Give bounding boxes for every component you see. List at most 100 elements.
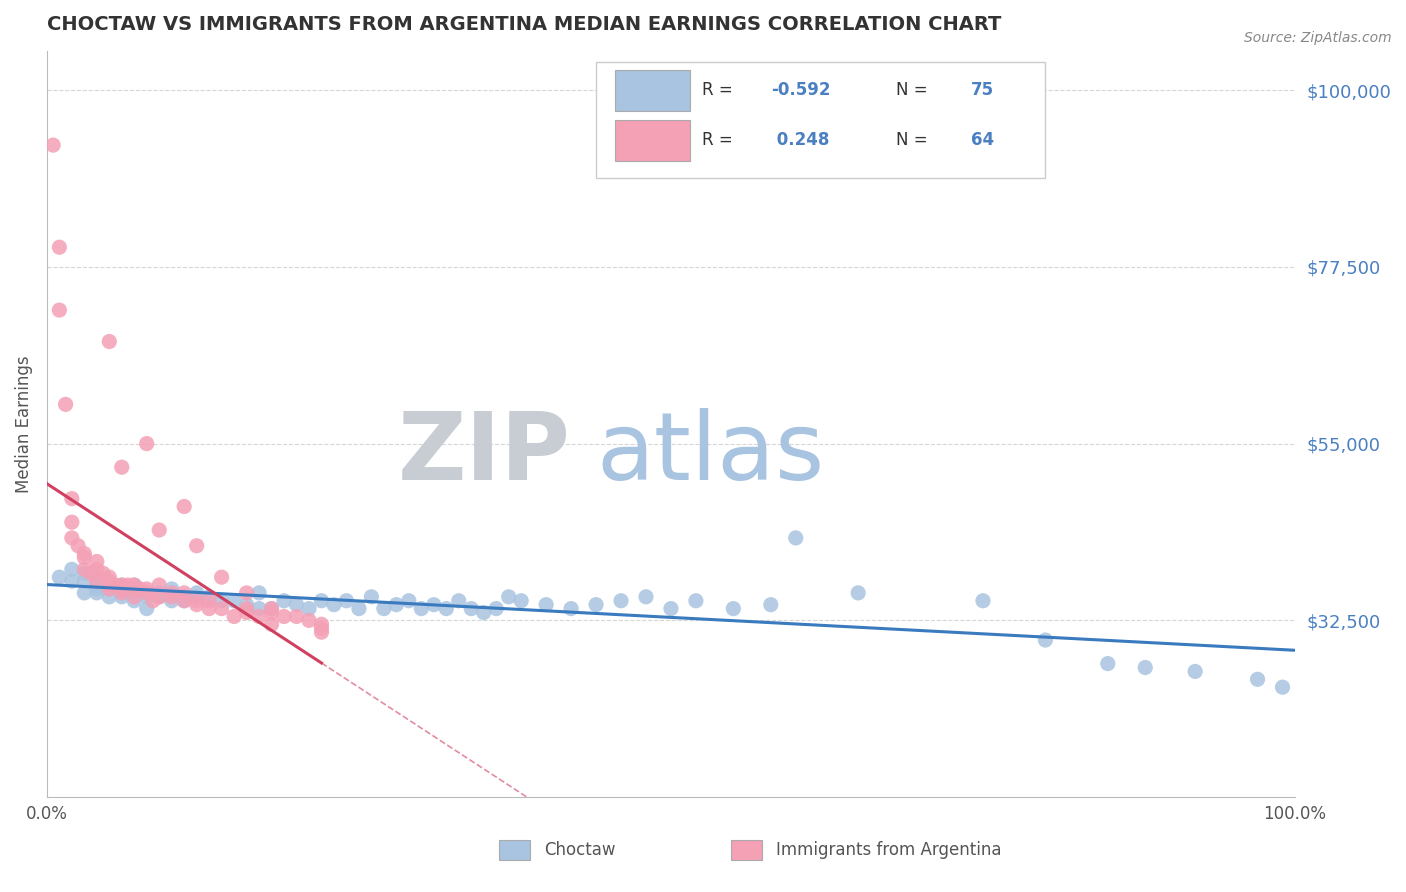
Point xyxy=(211,593,233,607)
Point xyxy=(273,609,295,624)
Point xyxy=(235,598,257,612)
Point xyxy=(385,598,408,612)
Point xyxy=(411,601,433,615)
Point xyxy=(235,601,257,615)
Point xyxy=(186,598,208,612)
Point xyxy=(224,609,246,624)
Point xyxy=(759,598,782,612)
Text: 64: 64 xyxy=(970,131,994,149)
Point xyxy=(73,547,96,561)
Point xyxy=(347,601,370,615)
Point xyxy=(86,582,108,596)
Point xyxy=(60,531,83,545)
Point xyxy=(67,539,90,553)
Point xyxy=(260,601,283,615)
Point xyxy=(173,593,195,607)
Text: Immigrants from Argentina: Immigrants from Argentina xyxy=(776,841,1001,859)
Point xyxy=(373,601,395,615)
Point xyxy=(472,606,495,620)
Point xyxy=(634,590,657,604)
Point xyxy=(135,590,157,604)
Point xyxy=(1035,633,1057,648)
Point xyxy=(86,586,108,600)
Point xyxy=(73,566,96,581)
Point xyxy=(173,590,195,604)
Point xyxy=(534,598,557,612)
Point xyxy=(86,554,108,568)
Point xyxy=(260,601,283,615)
Text: Source: ZipAtlas.com: Source: ZipAtlas.com xyxy=(1244,31,1392,45)
Point xyxy=(111,590,134,604)
Text: CHOCTAW VS IMMIGRANTS FROM ARGENTINA MEDIAN EARNINGS CORRELATION CHART: CHOCTAW VS IMMIGRANTS FROM ARGENTINA MED… xyxy=(46,15,1001,34)
Point xyxy=(447,593,470,607)
Point xyxy=(98,570,121,584)
Point xyxy=(211,601,233,615)
Point xyxy=(298,614,321,628)
Point xyxy=(48,303,70,318)
Point xyxy=(48,570,70,584)
Text: Choctaw: Choctaw xyxy=(544,841,616,859)
Text: ZIP: ZIP xyxy=(398,408,571,500)
Y-axis label: Median Earnings: Median Earnings xyxy=(15,355,32,492)
Point xyxy=(98,578,121,592)
Point xyxy=(610,593,633,607)
Text: 75: 75 xyxy=(970,81,994,99)
Point xyxy=(235,606,257,620)
Point xyxy=(111,460,134,475)
Point xyxy=(311,625,333,640)
Point xyxy=(186,586,208,600)
Point xyxy=(186,590,208,604)
Point xyxy=(148,578,170,592)
Point xyxy=(173,593,195,607)
Point xyxy=(122,582,145,596)
Point xyxy=(247,609,270,624)
Point xyxy=(273,593,295,607)
Point xyxy=(98,334,121,349)
Point xyxy=(186,539,208,553)
Point xyxy=(111,586,134,600)
Point xyxy=(86,574,108,588)
Point xyxy=(247,586,270,600)
Point xyxy=(1246,673,1268,687)
Point xyxy=(311,617,333,632)
Point xyxy=(498,590,520,604)
Point xyxy=(86,562,108,576)
Point xyxy=(485,601,508,615)
Point xyxy=(73,586,96,600)
Point xyxy=(86,578,108,592)
Point xyxy=(135,586,157,600)
Point xyxy=(1097,657,1119,671)
Point xyxy=(285,609,308,624)
Point xyxy=(685,593,707,607)
FancyBboxPatch shape xyxy=(614,120,690,161)
Point xyxy=(42,138,65,153)
Point xyxy=(148,590,170,604)
Text: atlas: atlas xyxy=(596,408,824,500)
Point xyxy=(460,601,482,615)
Point xyxy=(198,590,221,604)
Point xyxy=(111,578,134,592)
Point xyxy=(148,590,170,604)
Point xyxy=(122,578,145,592)
Point xyxy=(60,574,83,588)
Point xyxy=(434,601,457,615)
Point xyxy=(260,617,283,632)
Point xyxy=(224,593,246,607)
Point xyxy=(785,531,807,545)
Point xyxy=(55,397,77,411)
Point xyxy=(135,601,157,615)
Point xyxy=(98,574,121,588)
FancyBboxPatch shape xyxy=(596,62,1046,178)
Point xyxy=(360,590,382,604)
Point xyxy=(160,593,183,607)
Point xyxy=(148,586,170,600)
Point xyxy=(60,491,83,506)
Point xyxy=(98,582,121,596)
Point xyxy=(122,578,145,592)
Point xyxy=(160,590,183,604)
Point xyxy=(335,593,357,607)
Point xyxy=(135,586,157,600)
Point xyxy=(129,582,152,596)
Point xyxy=(198,593,221,607)
Point xyxy=(111,582,134,596)
